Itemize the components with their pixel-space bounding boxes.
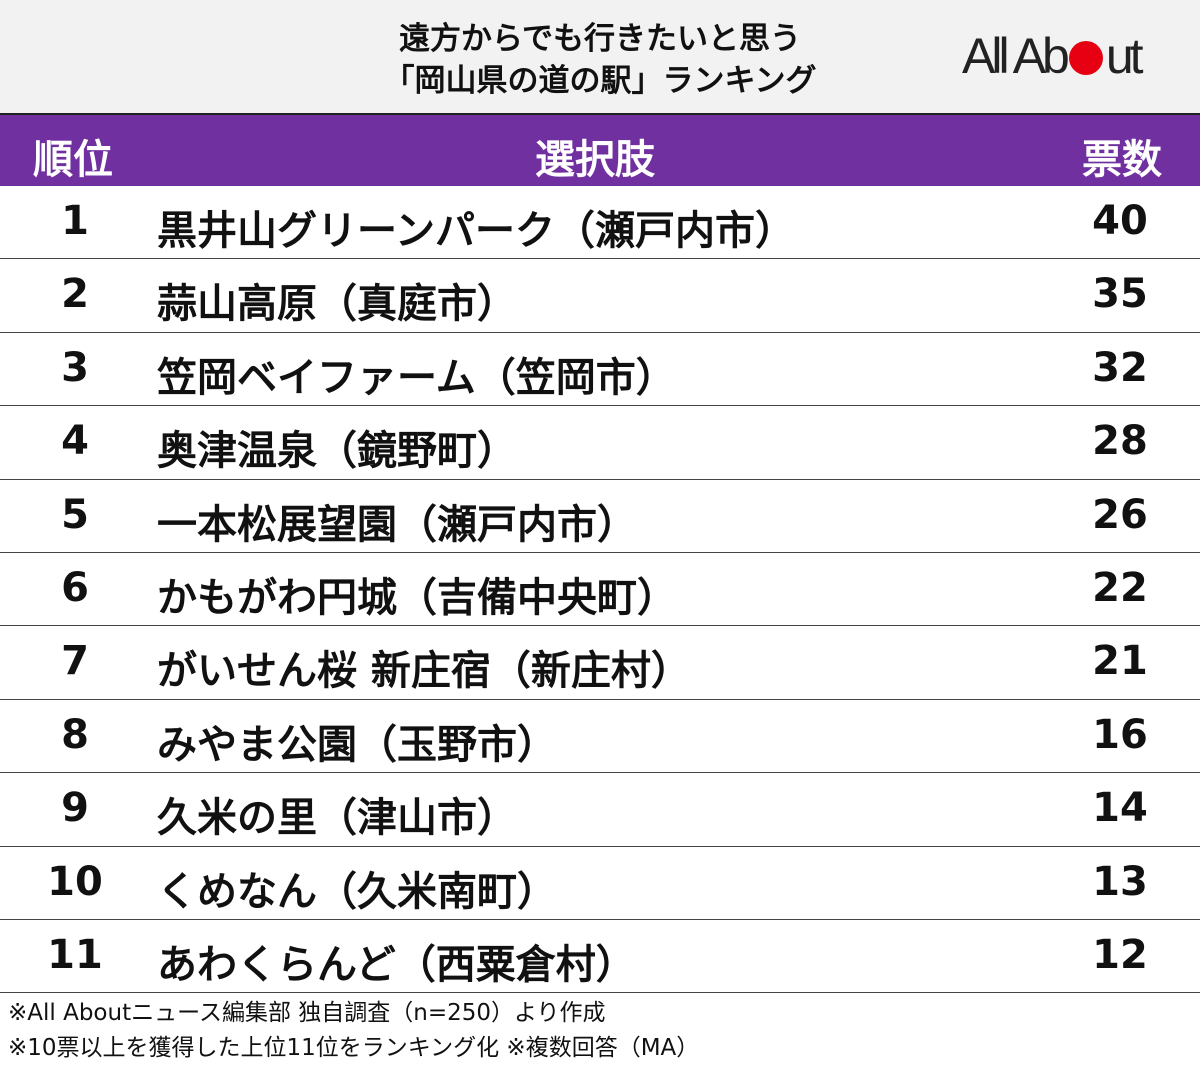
rank-cell: 9 — [61, 785, 89, 832]
rank-cell: 5 — [61, 491, 89, 538]
table-row: 2 蒜山高原（真庭市） 35 — [0, 259, 1200, 333]
table-row: 8 みやま公園（玉野市） 16 — [0, 700, 1200, 774]
title-bar: 遠方からでも行きたいと思う 「岡山県の道の駅」ランキング All Ab ut — [0, 0, 1200, 113]
footnote: ※10票以上を獲得した上位11位をランキング化 ※複数回答（MA） — [8, 1035, 700, 1061]
table-row: 9 久米の里（津山市） 14 — [0, 773, 1200, 847]
table-row: 6 かもがわ円城（吉備中央町） 22 — [0, 553, 1200, 627]
chart-title: 遠方からでも行きたいと思う 「岡山県の道の駅」ランキング — [300, 18, 900, 102]
table-row: 7 がいせん桜 新庄宿（新庄村） 21 — [0, 626, 1200, 700]
votes-cell: 26 — [1092, 491, 1148, 538]
table-row: 11 あわくらんど（西粟倉村） 12 — [0, 920, 1200, 994]
votes-cell: 16 — [1092, 711, 1148, 758]
table-row: 3 笠岡ベイファーム（笠岡市） 32 — [0, 333, 1200, 407]
rank-cell: 7 — [61, 638, 89, 685]
table-row: 1 黒井山グリーンパーク（瀬戸内市） 40 — [0, 186, 1200, 260]
votes-cell: 22 — [1092, 564, 1148, 611]
rank-cell: 3 — [61, 344, 89, 391]
choice-cell: くめなん（久米南町） — [157, 868, 557, 915]
rank-cell: 11 — [47, 931, 103, 978]
rank-cell: 6 — [61, 564, 89, 611]
choice-cell: かもがわ円城（吉備中央町） — [157, 574, 677, 621]
votes-cell: 35 — [1092, 271, 1148, 318]
choice-cell: がいせん桜 新庄宿（新庄村） — [157, 648, 691, 695]
header-votes: 票数 — [1082, 137, 1162, 183]
header-rank: 順位 — [33, 137, 113, 183]
rank-cell: 2 — [61, 271, 89, 318]
title-line-1: 遠方からでも行きたいと思う — [398, 21, 802, 57]
rank-cell: 4 — [61, 418, 89, 465]
choice-cell: みやま公園（玉野市） — [157, 721, 557, 768]
footnotes: ※All Aboutニュース編集部 独自調査（n=250）より作成 ※10票以上… — [8, 996, 699, 1066]
table-row: 5 一本松展望園（瀬戸内市） 26 — [0, 480, 1200, 553]
footnote: ※All Aboutニュース編集部 独自調査（n=250）より作成 — [8, 1000, 606, 1026]
choice-cell: 久米の里（津山市） — [157, 795, 517, 842]
table-row: 10 くめなん（久米南町） 13 — [0, 847, 1200, 920]
votes-cell: 40 — [1092, 198, 1148, 244]
table-header: 順位 選択肢 票数 — [0, 113, 1200, 186]
votes-cell: 28 — [1092, 418, 1148, 465]
title-line-2: 「岡山県の道の駅」ランキング — [383, 63, 817, 99]
votes-cell: 12 — [1092, 931, 1148, 978]
choice-cell: 蒜山高原（真庭市） — [157, 281, 517, 328]
choice-cell: あわくらんど（西粟倉村） — [157, 941, 636, 988]
choice-cell: 黒井山グリーンパーク（瀬戸内市） — [157, 208, 795, 254]
table-body: 1 黒井山グリーンパーク（瀬戸内市） 40 2 蒜山高原（真庭市） 35 3 笠岡ベイファーム… — [0, 186, 1200, 994]
choice-cell: 笠岡ベイファーム（笠岡市） — [157, 354, 676, 401]
votes-cell: 14 — [1092, 785, 1148, 832]
table-row: 4 奥津温泉（鏡野町） 28 — [0, 406, 1200, 480]
votes-cell: 13 — [1092, 858, 1148, 905]
choice-cell: 奥津温泉（鏡野町） — [157, 428, 517, 475]
choice-cell: 一本松展望園（瀬戸内市） — [157, 501, 637, 548]
rank-cell: 1 — [61, 198, 89, 244]
votes-cell: 21 — [1092, 638, 1148, 685]
rank-cell: 8 — [61, 711, 89, 758]
rank-cell: 10 — [47, 858, 103, 905]
header-choice: 選択肢 — [535, 137, 655, 183]
votes-cell: 32 — [1092, 344, 1148, 391]
all-about-logo: All Ab ut — [962, 28, 1144, 84]
